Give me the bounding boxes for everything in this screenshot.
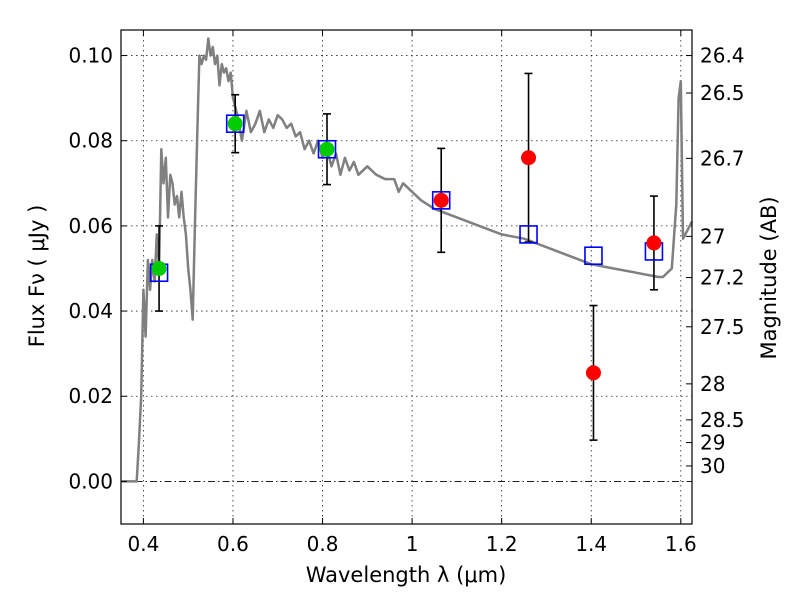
right-axis-title: Magnitude (AB)	[757, 196, 781, 359]
y-axis-title: Flux Fν ( μJy )	[25, 205, 49, 348]
magnitude-tick-label: 26.5	[700, 81, 745, 105]
x-tick-label: 0.8	[307, 532, 339, 556]
axes: 0.4 0.6 0.8 1 1.2 1.4 1.6 0.00 0.02 0.04 0.06 0.08 0…	[68, 29, 745, 556]
magnitude-tick-label: 27.5	[700, 315, 745, 339]
magnitude-tick-label: 26.4	[700, 44, 745, 68]
magnitude-tick-label: 28.5	[700, 408, 745, 432]
x-tick-label: 1.2	[486, 532, 518, 556]
markers-layer	[149, 72, 664, 441]
y-tick-label: 0.06	[68, 214, 113, 238]
optical-detection-point	[151, 260, 167, 276]
optical-detection-point	[319, 141, 335, 157]
magnitude-tick-label: 27.2	[700, 266, 745, 290]
model-photometry-square	[317, 139, 337, 159]
plot-frame	[120, 29, 693, 525]
grid	[121, 30, 692, 524]
model-photometry-square	[225, 114, 245, 133]
optical-detection-point	[227, 116, 243, 132]
y-tick-label: 0.02	[68, 384, 113, 408]
y-tick-label: 0.00	[68, 469, 113, 493]
model-sed-line	[121, 37, 694, 483]
model-photometry-square	[519, 225, 538, 244]
x-tick-label: 1	[406, 532, 419, 556]
magnitude-tick-label: 27	[700, 224, 725, 248]
nir-detection-point	[646, 235, 662, 251]
nir-detection-point	[585, 365, 601, 381]
x-tick-label: 0.4	[127, 532, 159, 556]
x-tick-label: 0.6	[217, 532, 249, 556]
y-tick-label: 0.08	[68, 129, 113, 153]
y-tick-label: 0.04	[68, 299, 113, 323]
model-photometry-square	[584, 246, 603, 266]
x-tick-label: 1.4	[575, 532, 607, 556]
model-photometry-square	[431, 191, 451, 210]
magnitude-tick-label: 29	[700, 431, 725, 455]
nir-detection-point	[433, 192, 449, 208]
model-sed-layer	[121, 37, 694, 483]
magnitude-tick-label: 28	[700, 372, 725, 396]
x-axis-title: Wavelength λ (μm)	[306, 563, 507, 587]
magnitude-tick-label: 26.7	[700, 146, 745, 170]
nir-detection-point	[521, 150, 537, 166]
y-tick-label: 0.10	[68, 44, 113, 68]
magnitude-tick-label: 30	[700, 454, 725, 478]
x-tick-label: 1.6	[665, 532, 697, 556]
